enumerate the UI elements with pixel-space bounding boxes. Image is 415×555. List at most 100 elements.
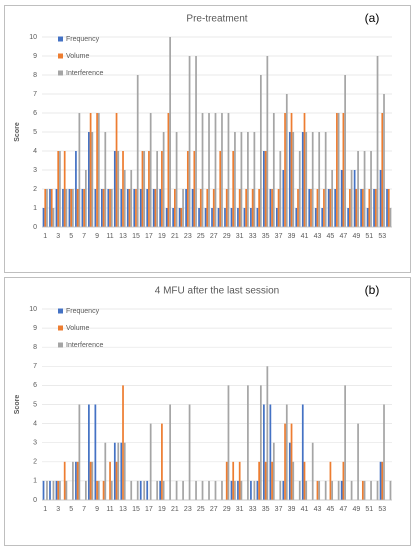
bar [109, 461, 111, 500]
bar [159, 189, 162, 227]
bar [206, 189, 209, 227]
legend-swatch [58, 308, 63, 314]
bar [230, 208, 233, 227]
bar [237, 480, 239, 500]
x-tick-label: 43 [314, 506, 322, 513]
y-tick-label: 7 [33, 91, 37, 98]
legend-label: Volume [66, 325, 89, 332]
bar [130, 170, 133, 227]
bar [180, 208, 183, 227]
bar [381, 113, 384, 227]
bar [342, 461, 345, 500]
bar [84, 170, 87, 227]
bar [370, 480, 372, 500]
bar [94, 189, 97, 227]
bar [357, 423, 359, 500]
bar [376, 480, 379, 500]
bar [63, 461, 66, 500]
bar [50, 189, 53, 227]
bar [329, 461, 332, 500]
x-tick-label: 21 [171, 506, 179, 513]
bar [288, 442, 291, 500]
x-tick-label: 1 [43, 233, 47, 240]
bar [100, 189, 103, 227]
bar [389, 480, 392, 500]
bar [162, 132, 165, 227]
bar [83, 189, 85, 227]
bar [159, 480, 162, 500]
x-tick-label: 1 [43, 506, 47, 513]
x-tick-label: 35 [262, 233, 270, 240]
bar [72, 189, 74, 227]
x-tick-label: 23 [184, 233, 192, 240]
bar [340, 170, 343, 227]
x-tick-label: 27 [210, 233, 218, 240]
bar [368, 189, 371, 227]
bar [225, 461, 228, 500]
bar [195, 480, 197, 500]
bar [344, 75, 346, 227]
bar [63, 151, 66, 227]
bar [113, 151, 116, 227]
x-tick-label: 15 [132, 233, 140, 240]
y-tick-label: 6 [33, 382, 37, 389]
bar [263, 404, 265, 500]
bar [123, 170, 126, 227]
x-tick-label: 11 [106, 506, 113, 513]
bar [297, 189, 299, 227]
bar [264, 461, 267, 500]
bar [211, 208, 213, 227]
bar [284, 423, 286, 500]
bar [259, 385, 262, 500]
x-tick-label: 49 [352, 233, 360, 240]
x-tick-label: 41 [301, 506, 309, 513]
bar [139, 480, 142, 500]
bar [323, 189, 325, 227]
bar [285, 94, 288, 227]
y-axis-label: Score [14, 122, 21, 142]
bar [337, 113, 340, 227]
bar [120, 442, 123, 500]
bar [193, 151, 196, 227]
panel-label: (a) [365, 11, 380, 25]
bar [334, 189, 337, 227]
bar [347, 208, 350, 227]
y-tick-label: 2 [33, 186, 37, 193]
bar [175, 132, 178, 227]
bar [256, 480, 259, 500]
bar [42, 480, 45, 500]
bar [107, 189, 110, 227]
y-tick-label: 5 [33, 129, 37, 136]
bar [221, 480, 223, 500]
bar [110, 189, 113, 227]
bar [122, 385, 124, 500]
x-tick-label: 7 [82, 233, 86, 240]
bar [91, 461, 94, 500]
bar [113, 442, 116, 500]
bar [165, 208, 168, 227]
y-tick-label: 8 [33, 72, 37, 79]
bar [355, 189, 358, 227]
bar [305, 480, 308, 500]
y-tick-label: 4 [33, 420, 37, 427]
bar [199, 189, 202, 227]
y-tick-label: 9 [33, 325, 37, 332]
bar [282, 170, 285, 227]
x-tick-label: 25 [197, 506, 205, 513]
bar [97, 113, 100, 227]
bar [136, 75, 139, 227]
bar [353, 170, 356, 227]
bar [284, 113, 286, 227]
bar [324, 480, 327, 500]
bar [349, 189, 351, 227]
y-axis-label: Score [14, 395, 21, 415]
x-tick-label: 7 [82, 506, 86, 513]
y-tick-label: 5 [33, 401, 37, 408]
bar [169, 37, 171, 227]
y-tick-label: 0 [33, 224, 37, 231]
bar [361, 480, 364, 500]
x-tick-label: 31 [236, 233, 244, 240]
bar [238, 461, 241, 500]
bar [49, 480, 51, 500]
